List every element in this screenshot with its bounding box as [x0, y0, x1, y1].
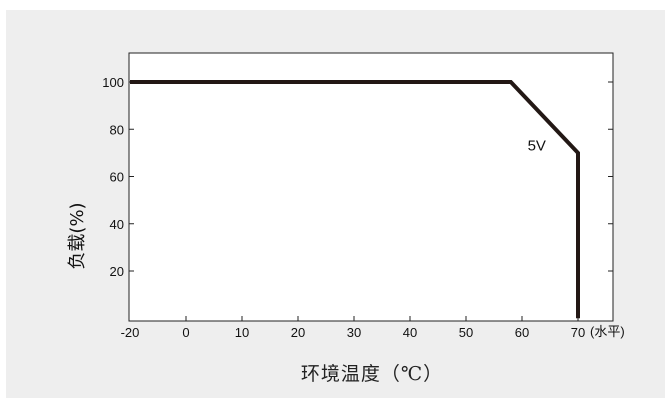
y-tick-label: 60: [110, 170, 124, 185]
x-tick-label: 70: [571, 325, 585, 340]
plot-area: [128, 52, 614, 322]
x-tick-label: 10: [235, 325, 249, 340]
x-tick-label: 20: [291, 325, 305, 340]
x-tick-label: 40: [403, 325, 417, 340]
x-unit-label: (水平): [590, 324, 625, 339]
x-tick-label: 60: [515, 325, 529, 340]
y-axis-ticks: 20 40 60 80 100: [102, 75, 613, 279]
x-tick-label: 50: [459, 325, 473, 340]
series-annotation-5v: 5V: [528, 138, 546, 155]
y-tick-label: 80: [110, 122, 124, 137]
x-tick-label: 30: [347, 325, 361, 340]
series-group: [130, 80, 580, 319]
x-axis-ticks: -20 0 10 20 30 40 50 60 70: [121, 316, 585, 340]
series-line-5v: [130, 80, 580, 319]
y-axis-title: 负载(%): [67, 202, 88, 269]
y-tick-label: 20: [110, 264, 124, 279]
y-tick-label: 100: [102, 75, 124, 90]
x-tick-label: 0: [182, 325, 189, 340]
y-tick-label: 40: [110, 217, 124, 232]
x-axis-title: 环境温度（℃）: [301, 363, 443, 385]
x-tick-label: -20: [121, 325, 140, 340]
